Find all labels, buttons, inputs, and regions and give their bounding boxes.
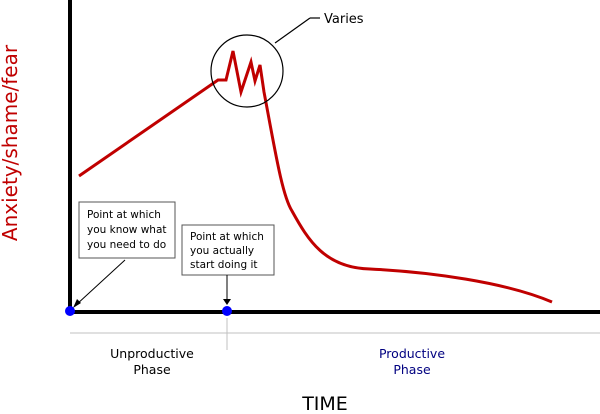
know-point-marker — [65, 306, 75, 316]
know-arrow-head — [73, 299, 81, 308]
varies-callout-circle — [210, 34, 284, 108]
know-annotation-box — [78, 201, 176, 259]
know-annotation-line-2: you know what — [87, 224, 167, 236]
varies-callout-line — [274, 17, 311, 44]
x-axis-label: TIME — [301, 393, 348, 414]
y-axis-label: Anxiety/shame/fear — [0, 44, 22, 241]
start-annotation-box — [181, 224, 275, 276]
know-arrow-line — [75, 259, 126, 306]
productive-phase-line-1: Productive — [379, 346, 445, 361]
start-arrow-head — [223, 299, 231, 305]
know-annotation-line-1: Point at which — [87, 209, 161, 221]
know-annotation-line-3: you need to do — [87, 239, 166, 251]
start-point-marker — [222, 306, 232, 316]
start-annotation-line-3: start doing it — [190, 259, 258, 271]
unproductive-phase-line-1: Unproductive — [110, 346, 194, 361]
productive-phase-line-2: Phase — [393, 362, 431, 377]
unproductive-phase-line-2: Phase — [133, 362, 171, 377]
start-annotation-line-1: Point at which — [190, 231, 264, 243]
start-annotation-line-2: you actually — [190, 245, 254, 257]
anxiety-curve — [78, 50, 553, 304]
varies-callout-text: Varies — [324, 12, 364, 27]
